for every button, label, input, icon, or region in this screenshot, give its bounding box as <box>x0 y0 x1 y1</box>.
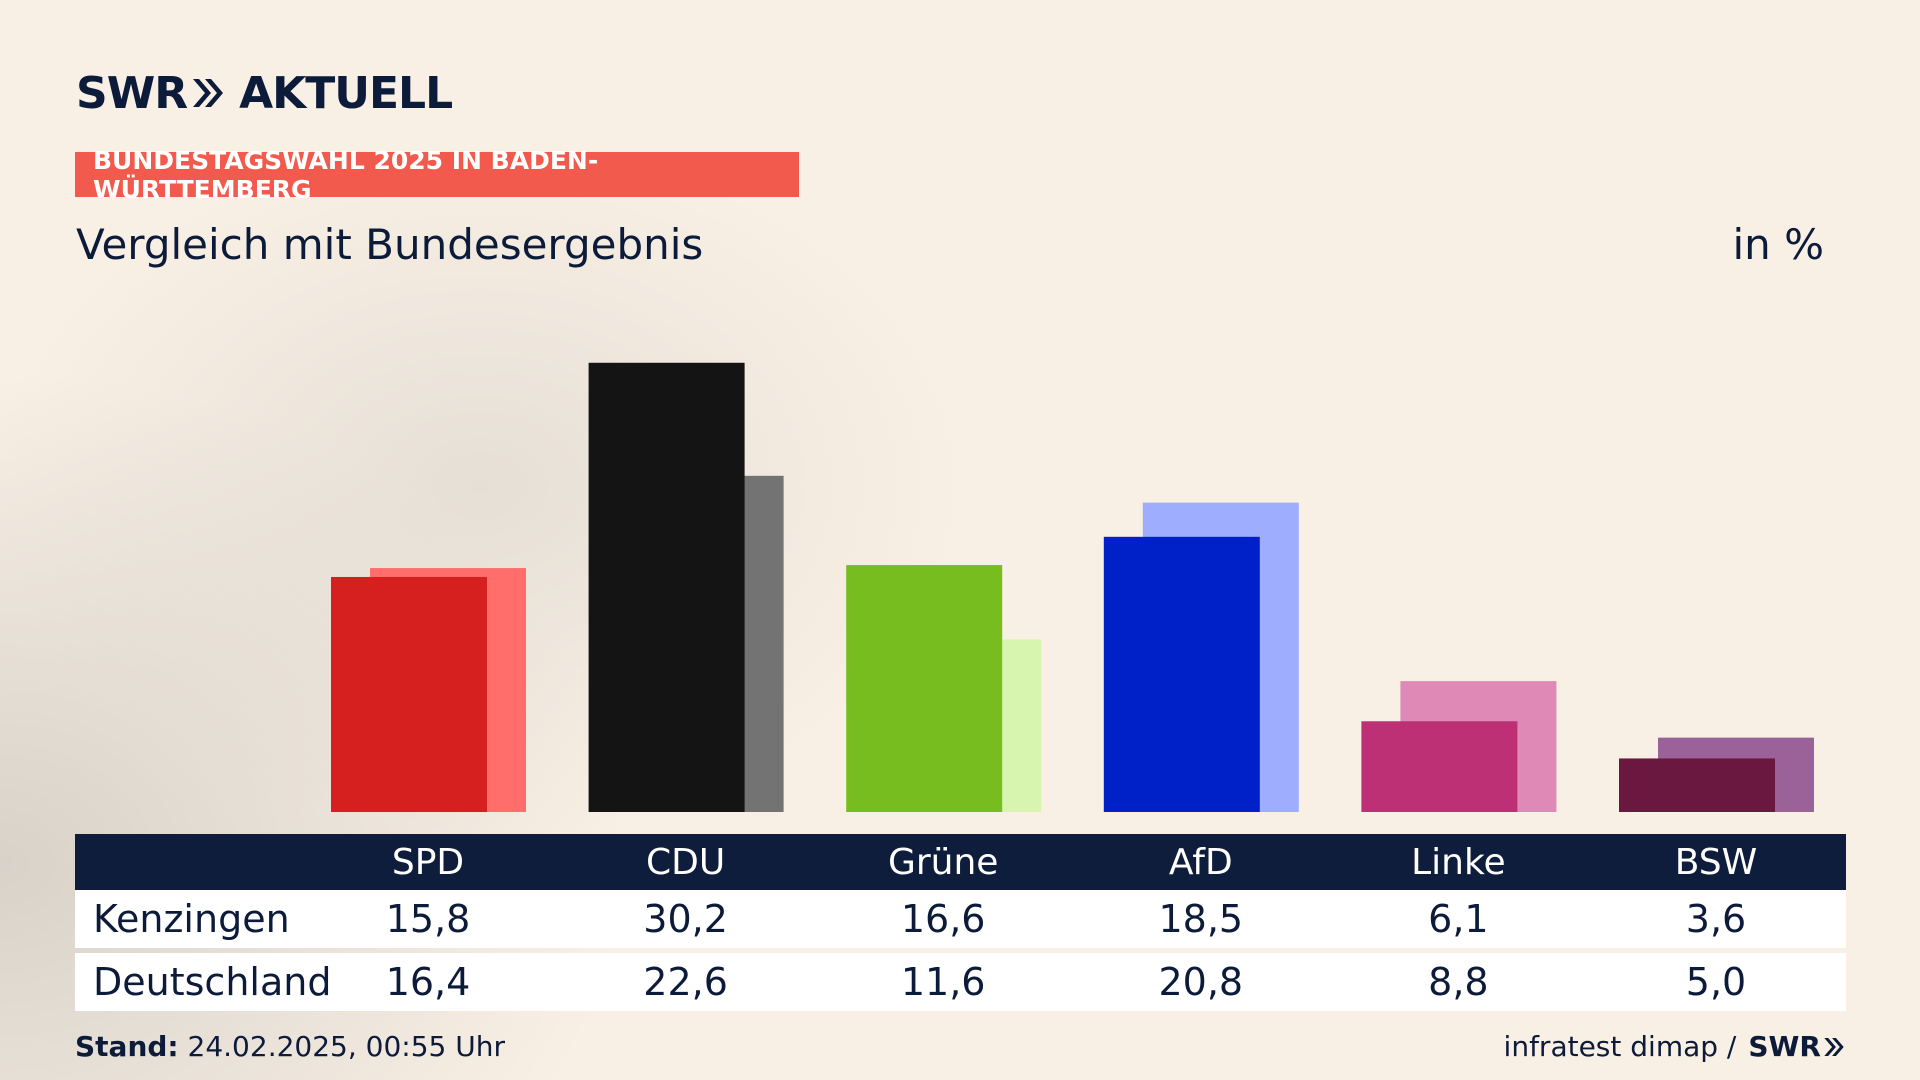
value-deutschland-grune: 11,6 <box>900 960 986 1004</box>
table-row: Kenzingen 15,8 30,2 16,6 18,5 6,1 3,6 <box>75 890 1846 948</box>
value-deutschland-linke: 8,8 <box>1428 960 1489 1004</box>
value-deutschland-cdu: 22,6 <box>643 960 728 1004</box>
bar-chart <box>331 362 1814 812</box>
value-kenzingen-spd: 15,8 <box>385 897 471 941</box>
source-text: infratest dimap / <box>1503 1030 1737 1063</box>
timestamp: Stand: 24.02.2025, 00:55 Uhr <box>75 1030 505 1063</box>
value-deutschland-bsw: 5,0 <box>1685 960 1747 1004</box>
stand-value: 24.02.2025, 00:55 Uhr <box>187 1030 505 1063</box>
bar-kenzingen-bsw <box>1619 758 1775 812</box>
column-header-afd: AfD <box>1168 841 1233 883</box>
chart-subtitle: Vergleich mit Bundesergebnis <box>76 220 704 269</box>
stand-label: Stand: <box>75 1030 179 1063</box>
double-chevron-icon <box>193 79 224 107</box>
results-table: SPD CDU Grüne AfD Linke BSW Kenzingen 15,8 30,… <box>75 834 1846 1011</box>
column-header-grune: Grüne <box>887 841 999 883</box>
bar-kenzingen-grune <box>846 565 1003 812</box>
bar-kenzingen-spd <box>331 576 487 812</box>
value-kenzingen-linke: 6,1 <box>1428 897 1489 941</box>
value-deutschland-spd: 16,4 <box>385 960 471 1004</box>
brand-aktuell: AKTUELL <box>239 67 453 119</box>
value-kenzingen-afd: 18,5 <box>1158 897 1244 941</box>
bar-kenzingen-linke <box>1361 721 1518 812</box>
table-header: SPD CDU Grüne AfD Linke BSW <box>75 834 1846 890</box>
row-label-deutschland: Deutschland <box>93 960 332 1004</box>
value-kenzingen-grune: 16,6 <box>900 897 986 941</box>
swr-aktuell-logo: SWR AKTUELL <box>76 67 453 119</box>
column-header-bsw: BSW <box>1674 841 1758 883</box>
bar-kenzingen-afd <box>1103 536 1260 812</box>
column-header-cdu: CDU <box>645 841 726 883</box>
value-kenzingen-cdu: 30,2 <box>643 897 728 941</box>
table-row: Deutschland 16,4 22,6 11,6 20,8 8,8 5,0 <box>75 953 1846 1011</box>
source-credit: infratest dimap / SWR <box>1504 1030 1845 1063</box>
source-brand: SWR <box>1748 1030 1821 1063</box>
bar-kenzingen-cdu <box>588 362 745 812</box>
brand-swr: SWR <box>76 67 188 119</box>
value-deutschland-afd: 20,8 <box>1158 960 1244 1004</box>
value-kenzingen-bsw: 3,6 <box>1685 897 1747 941</box>
column-header-spd: SPD <box>391 841 465 883</box>
column-header-linke: Linke <box>1411 841 1506 883</box>
row-label-kenzingen: Kenzingen <box>93 897 290 941</box>
unit-label: in % <box>1732 220 1824 269</box>
double-chevron-icon <box>1824 1037 1844 1056</box>
